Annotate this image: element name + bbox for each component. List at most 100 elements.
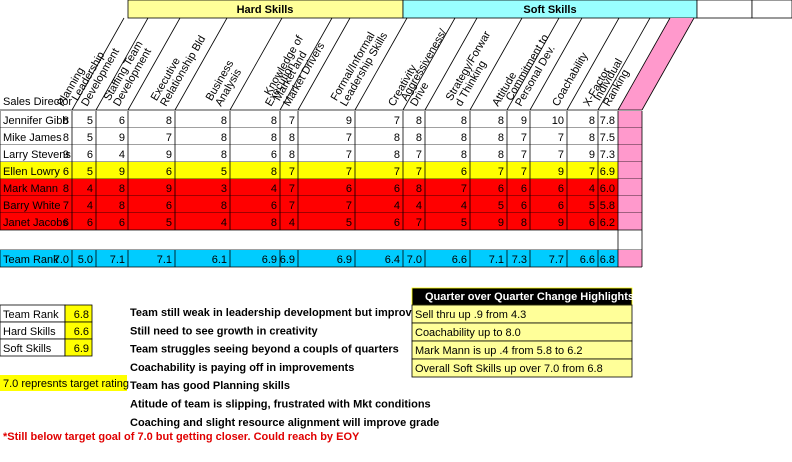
header-divider: [127, 17, 181, 111]
ranking-cell: [618, 196, 642, 213]
cell-value: 6: [87, 149, 93, 161]
header-divider: [229, 17, 283, 111]
cell-value: 6.0: [600, 183, 615, 195]
header-divider: [297, 17, 351, 111]
cell-value: 6: [119, 115, 125, 127]
cell-value: 7: [558, 132, 564, 144]
ranking-cell: [618, 111, 642, 128]
cell-value: 7: [289, 200, 295, 212]
cell-value: 6: [589, 217, 595, 229]
cell-value: 7.3: [600, 149, 615, 161]
summary-value: 6.9: [74, 343, 89, 355]
cell-value: 6: [521, 200, 527, 212]
cell-value: 9: [498, 217, 504, 229]
header-divider: [95, 17, 149, 111]
cell-value: 8: [221, 132, 227, 144]
cell-value: 5.0: [78, 254, 93, 266]
cell-value: 4: [87, 183, 93, 195]
cell-value: 7: [461, 183, 467, 195]
empty-header: [696, 0, 753, 19]
cell-value: 7: [416, 166, 422, 178]
cell-value: 8: [271, 217, 277, 229]
cell-value: 9: [346, 115, 352, 127]
cell-value: 8: [589, 115, 595, 127]
cell-value: 7.1: [110, 254, 125, 266]
ranking-cell: [618, 213, 642, 230]
cell-value: 6.9: [337, 254, 352, 266]
cell-value: 6: [558, 200, 564, 212]
row-bg: [0, 196, 618, 213]
row-header: Sales Director: [3, 96, 72, 108]
footnote: *Still below target goal of 7.0 but gett…: [3, 431, 360, 443]
row-label: Mike James: [3, 132, 62, 144]
cell-value: 8: [394, 149, 400, 161]
header-divider: [469, 17, 523, 111]
header-divider: [566, 17, 620, 111]
cell-value: 6.8: [600, 254, 615, 266]
cell-value: 4: [461, 200, 467, 212]
cell-value: 7.3: [512, 254, 527, 266]
cell-value: 7: [416, 217, 422, 229]
cell-value: 9: [521, 115, 527, 127]
cell-value: 9: [166, 183, 172, 195]
cell-value: 7: [416, 149, 422, 161]
row-bg: [0, 179, 618, 196]
cell-value: 7: [521, 132, 527, 144]
header-divider: [529, 17, 583, 111]
cell-value: 7: [558, 149, 564, 161]
cell-value: 4: [589, 183, 595, 195]
note: Team has good Planning skills: [130, 380, 290, 392]
header-divider: [641, 17, 695, 111]
header-divider: [617, 17, 671, 111]
cell-value: 8: [589, 132, 595, 144]
highlight-item: Sell thru up .9 from 4.3: [415, 309, 526, 321]
cell-value: 8: [394, 132, 400, 144]
cell-value: 7.0: [54, 254, 69, 266]
cell-value: 4: [394, 200, 400, 212]
cell-value: 6.6: [580, 254, 595, 266]
cell-value: 5: [589, 200, 595, 212]
header-divider: [597, 17, 651, 111]
header-divider: [354, 17, 408, 111]
row-label: Team Rank: [3, 254, 59, 266]
cell-value: 8: [271, 132, 277, 144]
row-label: Larry Stevens: [3, 149, 71, 161]
row-label: Barry White: [3, 200, 60, 212]
cell-value: 8: [221, 200, 227, 212]
cell-value: 6: [271, 149, 277, 161]
cell-value: 7.7: [549, 254, 564, 266]
cell-value: 9: [166, 149, 172, 161]
note: Coachability is paying off in improvemen…: [130, 362, 354, 374]
cell-value: 7: [289, 115, 295, 127]
cell-value: 7: [166, 132, 172, 144]
cell-value: 5: [221, 166, 227, 178]
header-divider: [71, 17, 125, 111]
summary-value: 6.6: [74, 326, 89, 338]
note: Still need to see growth in creativity: [130, 325, 319, 337]
cell-value: 6.9: [280, 254, 295, 266]
cell-value: 7: [63, 200, 69, 212]
row-bg: [0, 128, 618, 145]
row-bg: [0, 213, 618, 230]
cell-value: 8: [289, 132, 295, 144]
cell-value: 8: [498, 149, 504, 161]
cell-value: 5: [461, 217, 467, 229]
cell-value: 9: [589, 149, 595, 161]
highlights-title: Quarter over Quarter Change Highlights: [425, 291, 634, 303]
cell-value: 7: [521, 166, 527, 178]
note: Team struggles seeing beyond a coupls of…: [130, 344, 399, 356]
cell-value: 8: [521, 217, 527, 229]
cell-value: 7: [394, 115, 400, 127]
cell-value: 6.9: [262, 254, 277, 266]
ranking-cell: [618, 250, 642, 267]
note: Coaching and slight resource alignment w…: [130, 417, 439, 429]
cell-value: 8: [416, 183, 422, 195]
row-bg: [0, 145, 618, 162]
ranking-cell: [618, 179, 642, 196]
summary-value-cell: [64, 338, 93, 357]
cell-value: 6: [87, 217, 93, 229]
cell-value: 5: [87, 115, 93, 127]
cell-value: 6: [498, 183, 504, 195]
cell-value: 9: [63, 149, 69, 161]
cell-value: 6.4: [385, 254, 400, 266]
